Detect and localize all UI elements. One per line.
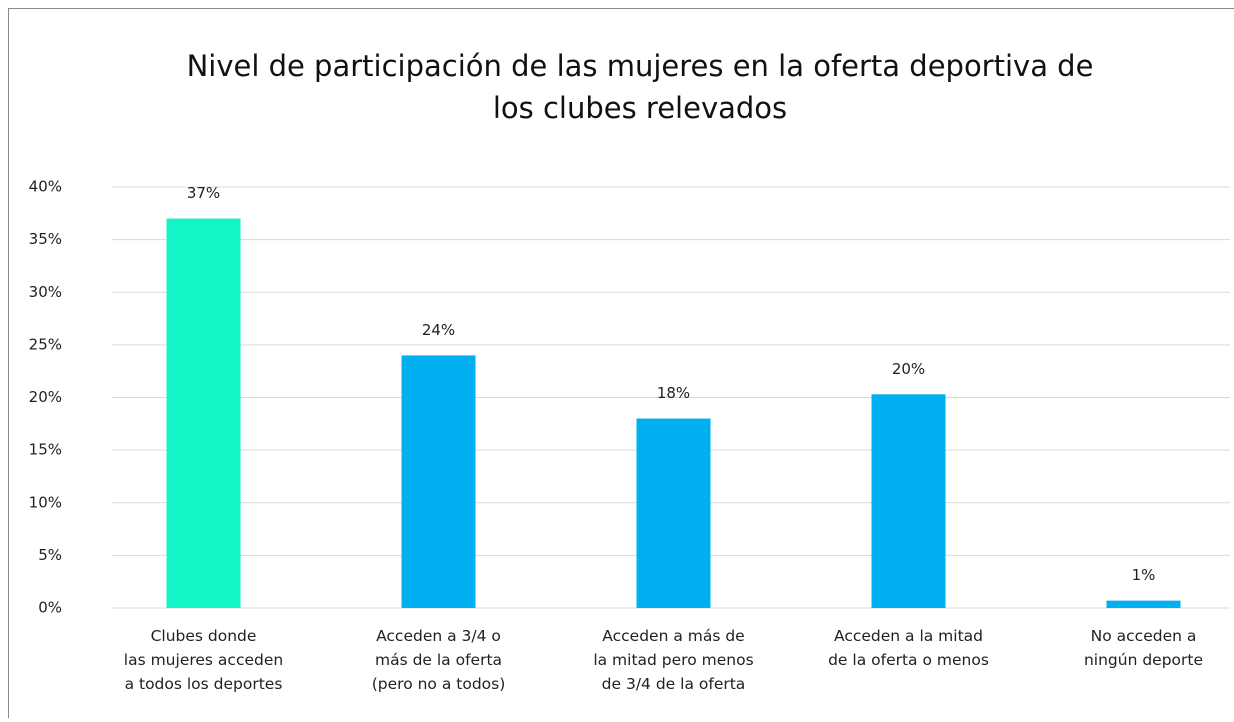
value-label: 24% — [422, 321, 455, 339]
y-tick-label: 40% — [29, 178, 62, 196]
value-label: 37% — [187, 184, 220, 202]
y-tick-label: 0% — [38, 599, 62, 617]
y-tick-label: 35% — [29, 230, 62, 248]
y-tick-label: 30% — [29, 283, 62, 301]
y-tick-label: 15% — [29, 441, 62, 459]
y-tick-label: 5% — [38, 546, 62, 564]
bar — [167, 219, 241, 608]
y-tick-label: 25% — [29, 335, 62, 353]
y-tick-label: 20% — [29, 388, 62, 406]
bar — [637, 419, 711, 608]
value-label: 1% — [1132, 566, 1156, 584]
bar — [872, 394, 946, 608]
bar — [1107, 601, 1181, 608]
value-label: 18% — [657, 384, 690, 402]
bar — [402, 355, 476, 608]
y-tick-label: 10% — [29, 493, 62, 511]
value-label: 20% — [892, 360, 925, 378]
